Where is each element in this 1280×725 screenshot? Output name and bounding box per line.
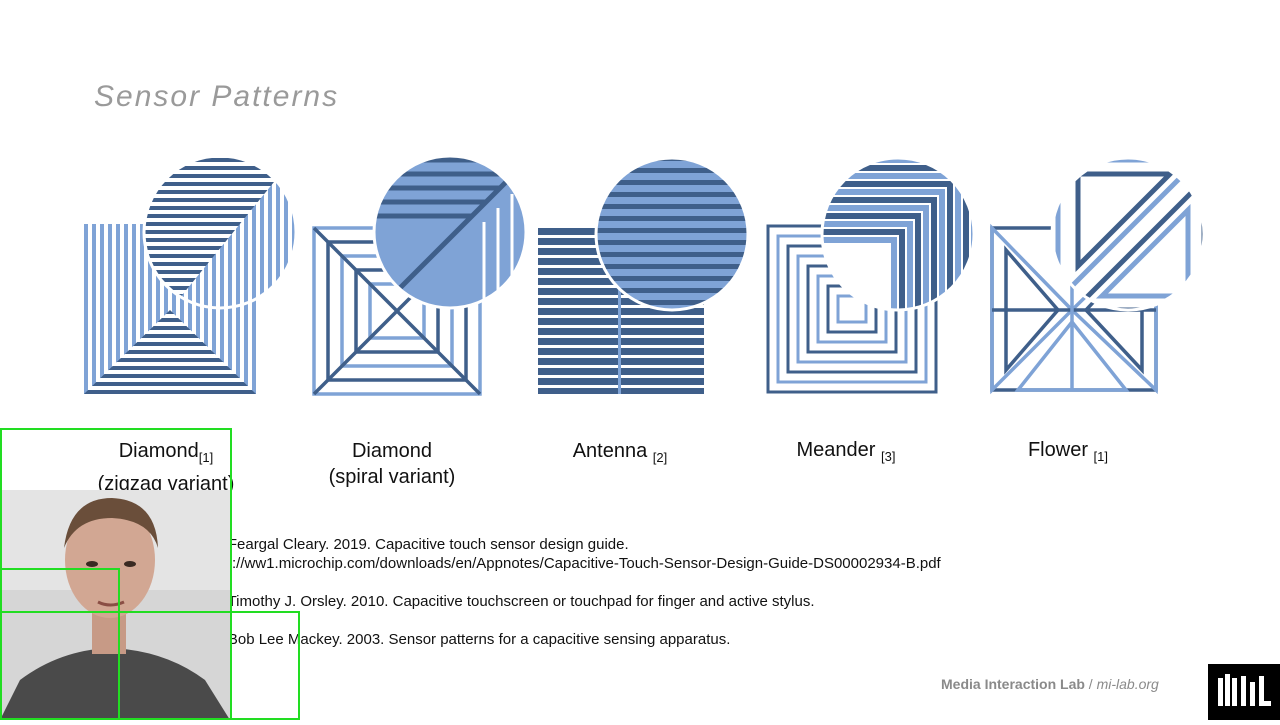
overlay-box [0, 611, 300, 720]
pattern-meander [764, 150, 984, 400]
caption-diamond-spiral: Diamond (spiral variant) [328, 440, 456, 488]
reference-2: [2] Timothy J. Orsley. 2010. Capacitive … [207, 593, 815, 610]
references: [1] Feargal Cleary. 2019. Capacitive tou… [207, 535, 941, 649]
presenter-webcam [0, 490, 230, 720]
reference-3: [3] Bob Lee Mackey. 2003. Sensor pattern… [207, 631, 731, 648]
footer-site[interactable]: mi-lab.org [1096, 676, 1159, 692]
caption-diamond-zigzag: Diamond[1] (zigzag variant) [97, 440, 235, 495]
reference-1: [1] Feargal Cleary. 2019. Capacitive tou… [207, 536, 629, 553]
footer: Media Interaction Lab / mi-lab.org [941, 676, 1159, 692]
pattern-diamond-zigzag [80, 150, 300, 400]
caption-meander: Meander [3] [796, 439, 896, 464]
slide-title: Sensor Patterns [94, 80, 340, 113]
caption-antenna: Antenna [2] [572, 440, 668, 465]
footer-separator: / [1084, 676, 1097, 692]
caption-flower: Flower [1] [1027, 439, 1109, 464]
footer-lab: Media Interaction Lab [941, 676, 1085, 692]
pattern-diamond-spiral [308, 150, 528, 400]
pattern-flower [988, 150, 1208, 400]
pattern-antenna [534, 150, 754, 400]
reference-1-url[interactable]: http://ww1.microchip.com/downloads/en/Ap… [207, 555, 941, 572]
mil-logo-icon [1208, 664, 1280, 720]
